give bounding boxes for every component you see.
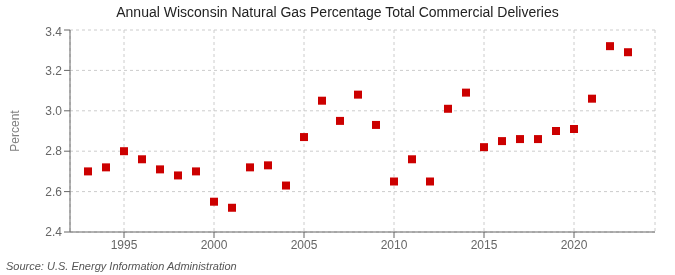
svg-text:Percent: Percent [8,110,22,152]
svg-text:2005: 2005 [291,238,318,252]
svg-text:2010: 2010 [381,238,408,252]
svg-text:3.4: 3.4 [45,25,62,39]
svg-text:2.6: 2.6 [45,185,62,199]
svg-text:3.2: 3.2 [45,64,62,78]
svg-text:3.0: 3.0 [45,104,62,118]
svg-text:2.8: 2.8 [45,144,62,158]
svg-text:1995: 1995 [111,238,138,252]
svg-text:2015: 2015 [471,238,498,252]
svg-text:2000: 2000 [201,238,228,252]
svg-text:2.4: 2.4 [45,225,62,239]
svg-text:2020: 2020 [561,238,588,252]
html-text:Source: U.S. Energy Informatio: Source: U.S. Energy Information Administ… [6,260,237,272]
html-text:Annual Wisconsin Natural Gas P: Annual Wisconsin Natural Gas Percentage … [116,4,559,20]
